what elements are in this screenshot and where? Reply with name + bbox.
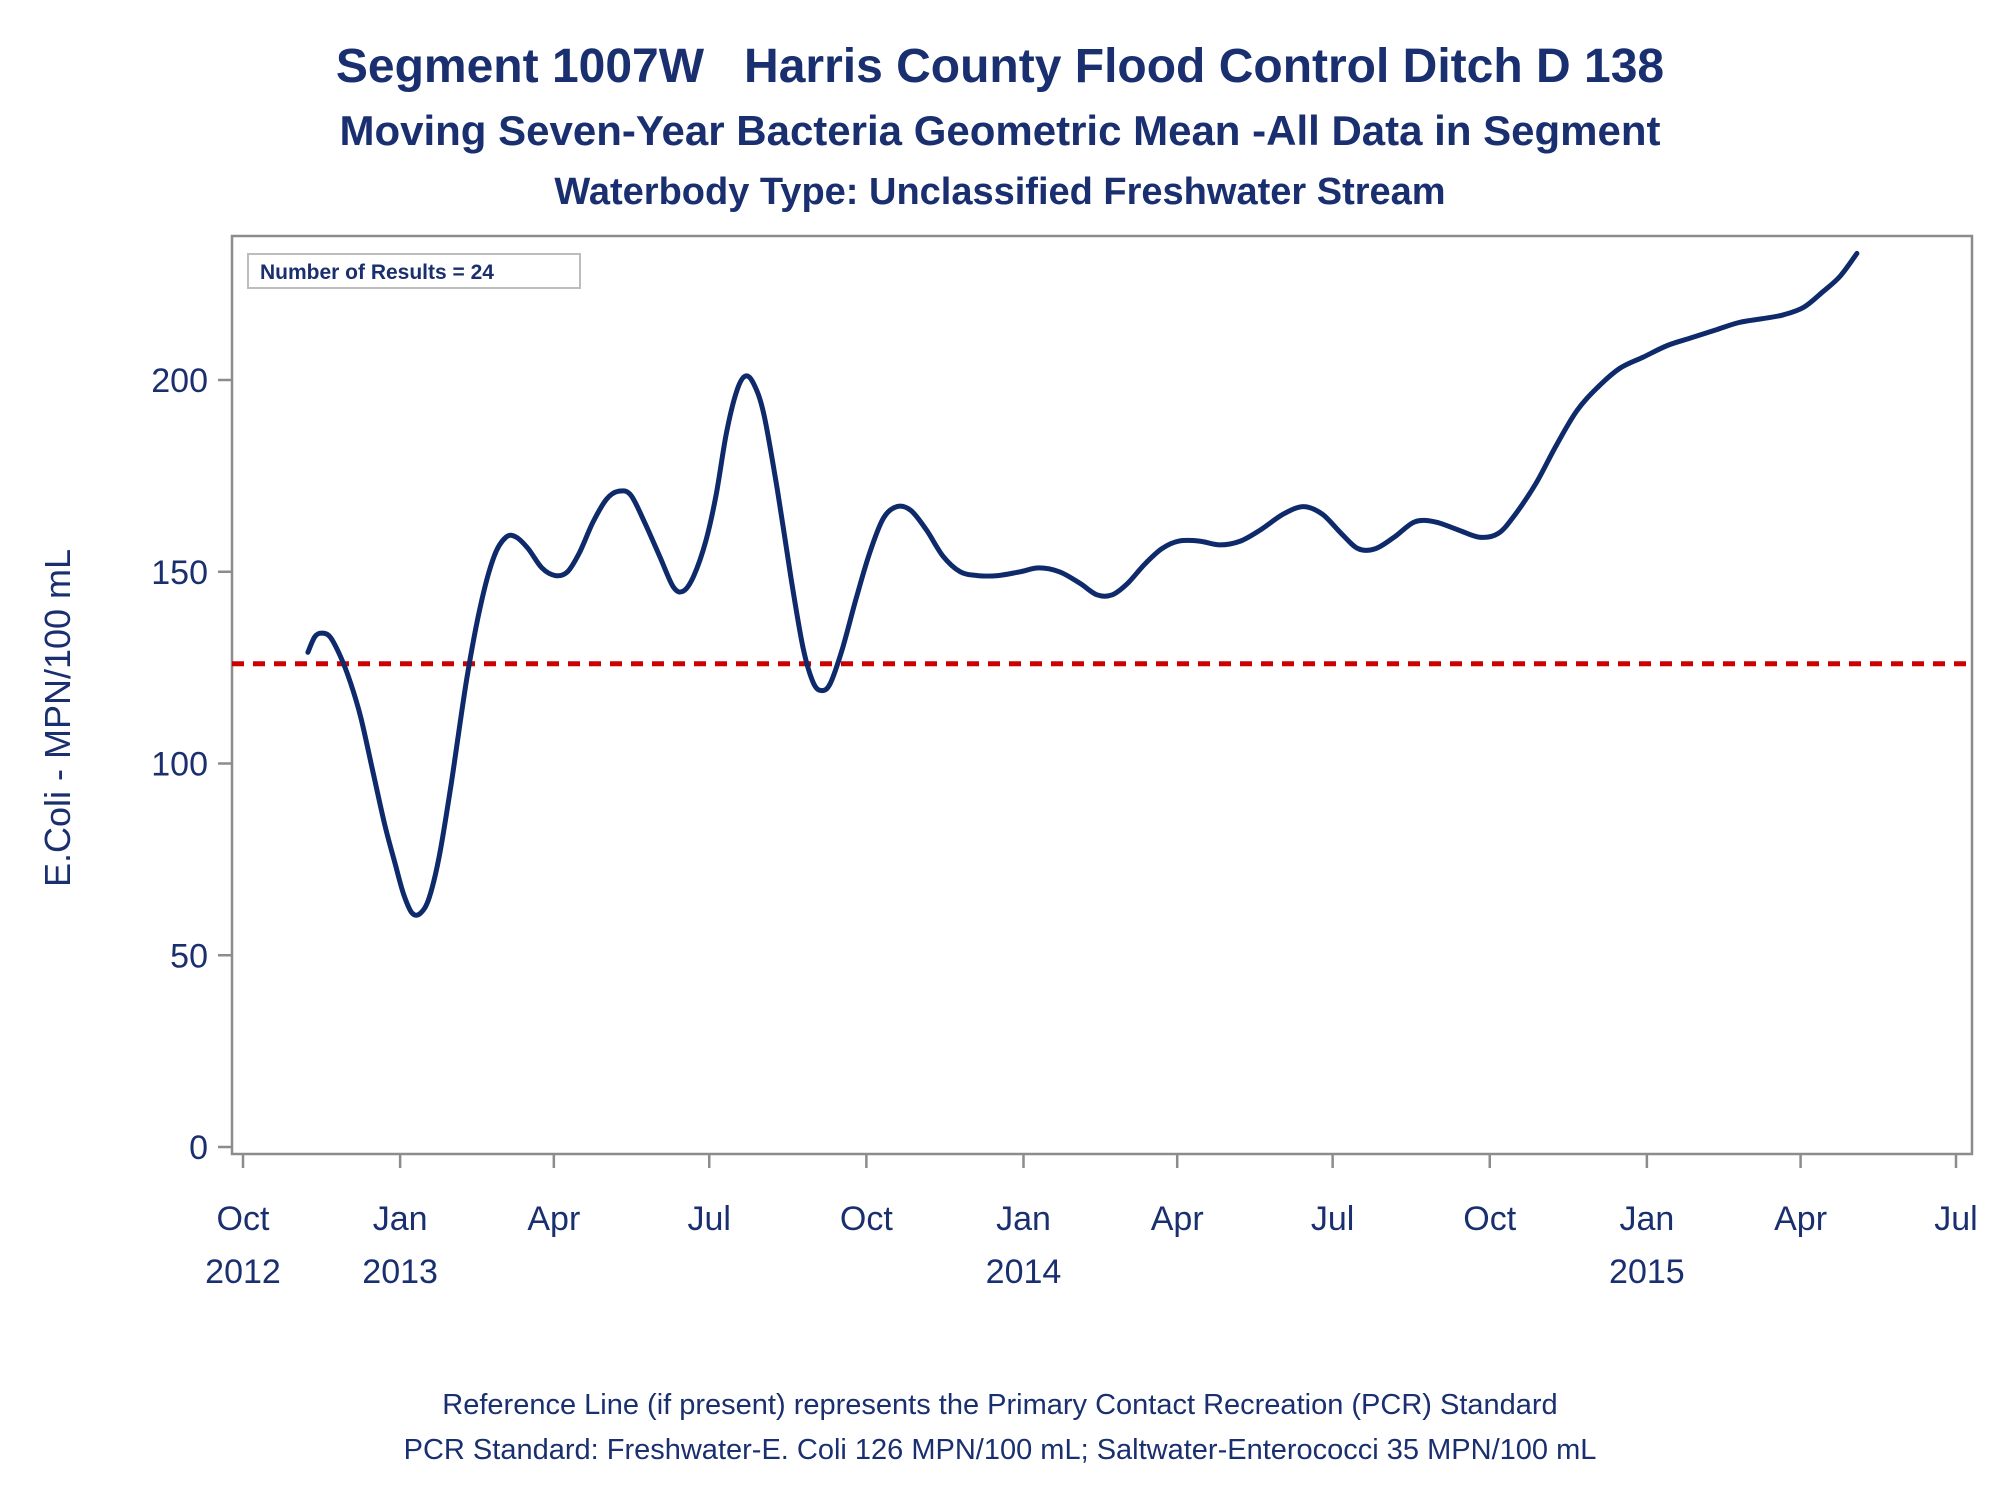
x-tick-label: Jul — [688, 1200, 731, 1238]
x-tick-year-label: 2012 — [205, 1253, 281, 1291]
x-tick-label: Apr — [1151, 1200, 1204, 1238]
y-tick-label: 200 — [151, 362, 208, 400]
results-count-box: Number of Results = 24 — [247, 253, 581, 289]
x-tick-year-label: 2013 — [362, 1253, 438, 1291]
x-tick-label: Apr — [527, 1200, 580, 1238]
x-tick-label: Jan — [373, 1200, 428, 1238]
x-tick-label: Oct — [217, 1200, 270, 1238]
y-tick-label: 0 — [189, 1129, 208, 1167]
x-tick-label: Jul — [1311, 1200, 1354, 1238]
y-tick-label: 100 — [151, 746, 208, 784]
x-tick-label: Jul — [1934, 1200, 1977, 1238]
x-tick-year-label: 2014 — [986, 1253, 1062, 1291]
chart-subtitle-waterbody: Waterbody Type: Unclassified Freshwater … — [554, 171, 1445, 213]
y-tick-label: 150 — [151, 554, 208, 592]
x-tick-year-label: 2015 — [1609, 1253, 1685, 1291]
x-tick-label: Oct — [840, 1200, 893, 1238]
x-tick-label: Jan — [1619, 1200, 1674, 1238]
results-count-label: Number of Results = 24 — [260, 261, 494, 284]
x-tick-label: Oct — [1463, 1200, 1516, 1238]
chart-title: Segment 1007W Harris County Flood Contro… — [336, 40, 1664, 93]
chart-subtitle: Moving Seven-Year Bacteria Geometric Mea… — [339, 107, 1660, 154]
x-tick-label: Jan — [996, 1200, 1051, 1238]
x-tick-label: Apr — [1774, 1200, 1827, 1238]
y-axis-title: E.Coli - MPN/100 mL — [37, 549, 78, 887]
footnote-reference-line: Reference Line (if present) represents t… — [442, 1389, 1557, 1421]
geometric-mean-series-line — [305, 250, 1860, 918]
y-tick-label: 50 — [170, 937, 208, 975]
plot-frame — [230, 234, 1974, 1156]
footnote-pcr-standard: PCR Standard: Freshwater-E. Coli 126 MPN… — [404, 1434, 1597, 1466]
